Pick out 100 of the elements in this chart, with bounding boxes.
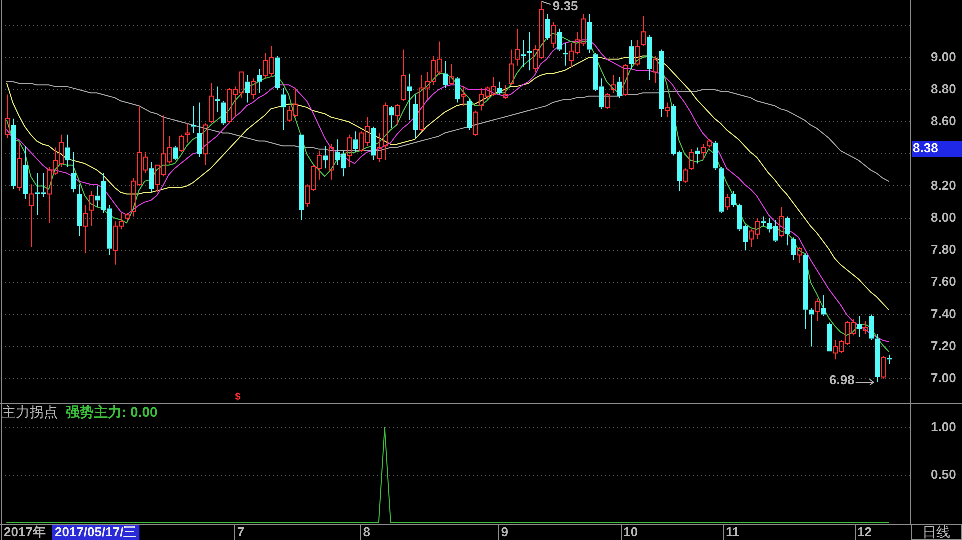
candlestick [587, 14, 592, 54]
candlestick [329, 144, 334, 180]
text: 日线 [922, 524, 950, 540]
candlestick [209, 82, 214, 124]
candlestick [629, 40, 634, 70]
candlestick [467, 99, 472, 131]
y-tick-label: 7.40 [931, 306, 956, 322]
candlestick [323, 146, 328, 170]
candlestick [11, 118, 16, 190]
candlestick [797, 246, 802, 264]
candlestick [515, 28, 520, 66]
candlestick [65, 134, 70, 168]
candlestick [815, 298, 820, 322]
candlestick [803, 253, 808, 330]
candlestick [71, 152, 76, 194]
y-tick-label: 7.60 [931, 274, 956, 290]
y-tick-label: 7.80 [931, 242, 956, 258]
candlestick [83, 205, 88, 254]
annotation: $ [235, 392, 242, 403]
candlestick [497, 81, 502, 96]
candlestick [713, 140, 718, 171]
candlestick [275, 56, 280, 90]
candlestick [875, 333, 880, 383]
candlestick [215, 86, 220, 113]
candlestick [779, 206, 784, 238]
candlestick [869, 314, 874, 341]
text: 2017/05/17/三 [55, 524, 137, 540]
candlestick [503, 84, 508, 100]
candlestick [563, 42, 568, 66]
candlestick [389, 105, 394, 129]
candlestick [5, 94, 10, 139]
text: 8.38 [913, 140, 938, 156]
candlestick [509, 49, 514, 86]
candlestick [557, 28, 562, 52]
candlestick [461, 86, 466, 106]
candlestick [281, 88, 286, 131]
candlestick [89, 190, 94, 227]
y-tick-label: 1.00 [931, 419, 956, 434]
candlestick [653, 56, 658, 84]
annotation: 9.35 [552, 0, 578, 14]
candlestick [407, 73, 412, 121]
candlestick [149, 162, 154, 194]
y-tick-label: 7.00 [931, 370, 956, 386]
candlestick [377, 132, 382, 163]
y-tick-label: 8.80 [931, 81, 956, 96]
candlestick [647, 34, 652, 81]
candlestick [611, 74, 616, 94]
y-tick-label: 0.50 [931, 467, 956, 482]
candlestick [623, 64, 628, 97]
candlestick [23, 146, 28, 200]
candlestick [791, 237, 796, 261]
candlestick [641, 16, 646, 48]
chart-title: 主力拐点 [2, 404, 58, 420]
candlestick [665, 102, 670, 118]
candlestick [521, 40, 526, 68]
candlestick [221, 100, 226, 126]
candlestick [449, 64, 454, 86]
candlestick [17, 142, 22, 192]
text: 2017年 [4, 524, 46, 540]
candlestick [785, 216, 790, 246]
candlestick [173, 146, 178, 162]
candlestick [77, 184, 82, 237]
candlestick [203, 123, 208, 166]
candlestick [731, 190, 736, 208]
candlestick [827, 322, 832, 352]
candlestick [185, 123, 190, 144]
y-tick-label: 7.20 [931, 338, 956, 354]
candlestick [401, 49, 406, 102]
candlestick [545, 14, 550, 41]
candlestick [395, 104, 400, 126]
candlestick [821, 294, 826, 317]
y-tick-label: 8.60 [931, 114, 956, 129]
candlestick [353, 131, 358, 154]
candlestick [719, 166, 724, 214]
text: 强势主力: 0.00 [66, 404, 158, 420]
candlestick [617, 76, 622, 98]
x-tick-label: 11 [726, 524, 740, 540]
candlestick [761, 216, 766, 227]
candlestick [251, 78, 256, 100]
candlestick [635, 40, 640, 66]
candlestick [809, 308, 814, 348]
x-tick-label: 12 [858, 524, 872, 540]
candlestick [701, 144, 706, 160]
candlestick [29, 184, 34, 248]
candlestick [371, 126, 376, 162]
annotation: 6.98 [829, 372, 855, 388]
x-tick-label: 8 [363, 524, 371, 540]
candlestick [863, 320, 868, 334]
candlestick [455, 76, 460, 104]
candlestick [257, 68, 262, 94]
candlestick [659, 49, 664, 118]
candlestick [695, 147, 700, 164]
y-tick-label: 8.20 [931, 178, 956, 193]
candlestick [383, 102, 388, 162]
x-tick-label: 10 [624, 524, 638, 540]
candlestick [191, 105, 196, 134]
candlestick [347, 134, 352, 168]
candlestick [197, 102, 202, 158]
x-tick-label: 9 [501, 524, 509, 540]
candlestick [413, 94, 418, 139]
